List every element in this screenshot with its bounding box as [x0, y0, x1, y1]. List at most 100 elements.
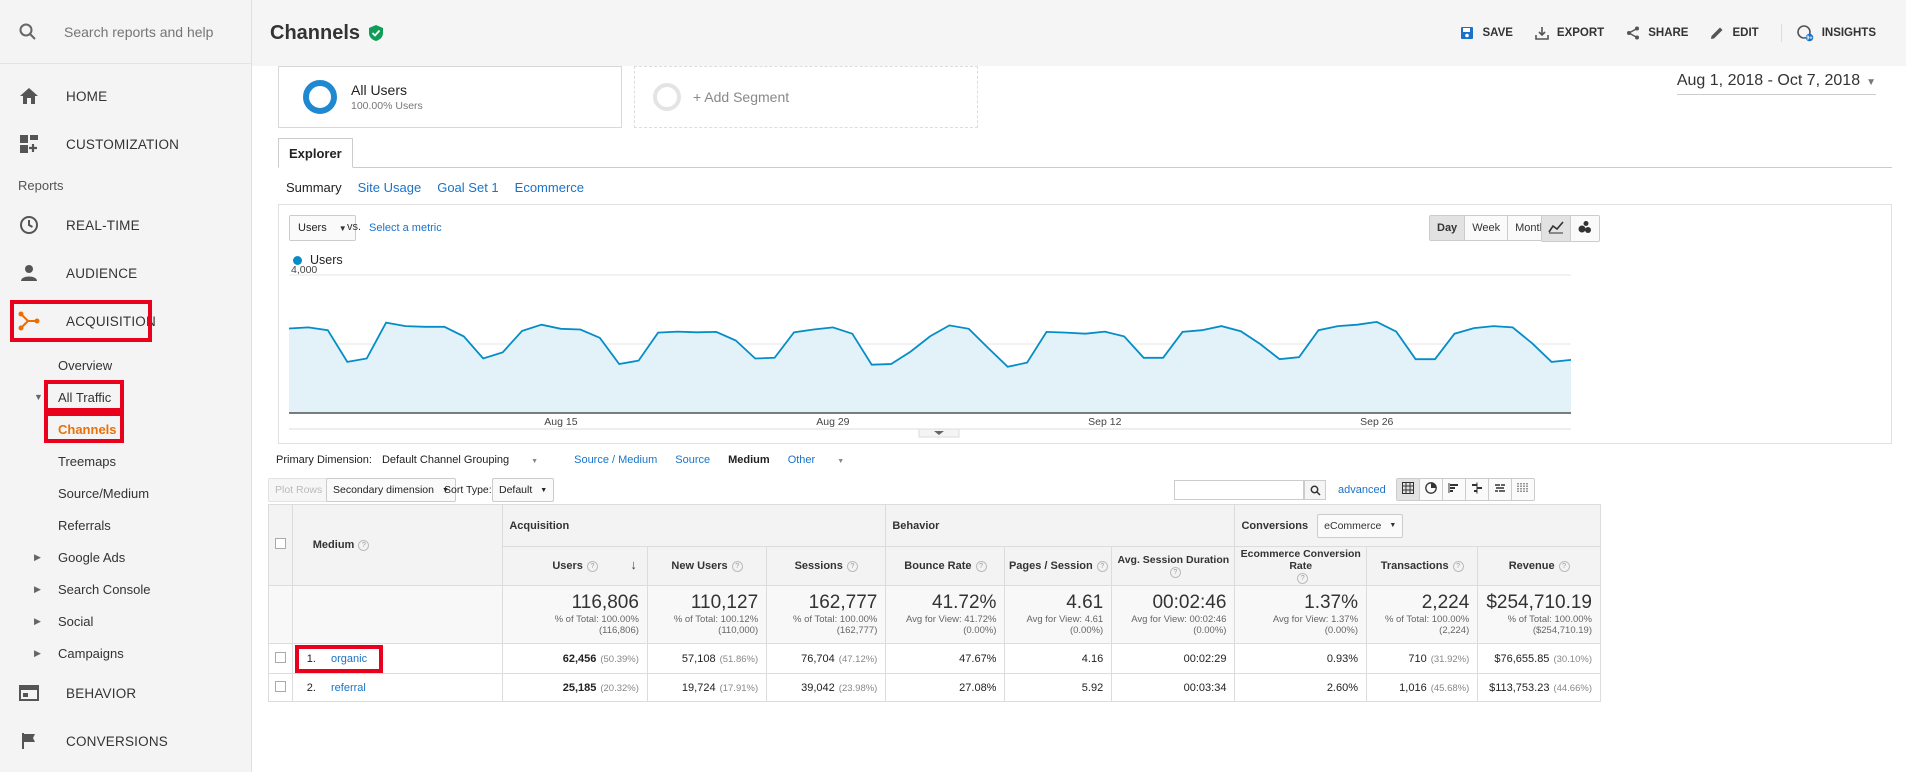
- subtab-goal-set-1[interactable]: Goal Set 1: [437, 180, 499, 195]
- help-icon[interactable]: ?: [586, 560, 598, 572]
- chevron-down-icon: ▼: [441, 486, 449, 494]
- nav-behavior[interactable]: BEHAVIOR: [0, 669, 251, 717]
- view-comparison-button[interactable]: [1465, 479, 1488, 500]
- row-medium-link[interactable]: referral: [331, 681, 366, 694]
- nav-acquisition[interactable]: ACQUISITION: [0, 297, 251, 345]
- nav-home[interactable]: HOME: [0, 72, 251, 120]
- help-icon[interactable]: ?: [1096, 560, 1108, 572]
- help-icon[interactable]: ?: [1558, 560, 1570, 572]
- week-button[interactable]: Week: [1464, 216, 1507, 240]
- table-row: 2. referral 25,185 (20.32%) 19,724 (17.91%…: [268, 673, 1601, 702]
- nav-all-traffic[interactable]: ▼ All Traffic: [0, 380, 251, 413]
- dim-medium[interactable]: Medium: [728, 454, 770, 466]
- col-revenue[interactable]: Revenue?: [1477, 546, 1601, 586]
- col-ecommerce-conversion-rate[interactable]: Ecommerce Conversion Rate?: [1234, 546, 1368, 586]
- date-range-picker[interactable]: Aug 1, 2018 - Oct 7, 2018 ▼: [1676, 72, 1876, 95]
- row-checkbox[interactable]: [274, 680, 286, 692]
- share-button[interactable]: SHARE: [1626, 26, 1688, 40]
- nav-channels[interactable]: Channels: [0, 412, 251, 445]
- search-input[interactable]: [62, 22, 232, 41]
- subtab-summary[interactable]: Summary: [286, 180, 342, 195]
- nav-referrals-label: Referrals: [58, 517, 111, 533]
- secondary-dimension-dropdown[interactable]: Secondary dimension ▼: [326, 478, 456, 502]
- row-checkbox[interactable]: [274, 651, 286, 663]
- metric-selector[interactable]: Users ▼: [289, 215, 356, 241]
- view-pivot-button[interactable]: [1511, 479, 1534, 500]
- insights-button[interactable]: 9+ INSIGHTS: [1780, 24, 1876, 42]
- row-avg-session-duration: 00:03:34: [1111, 673, 1236, 702]
- plot-rows-button[interactable]: Plot Rows: [268, 478, 330, 502]
- row-medium-link[interactable]: organic: [331, 652, 368, 665]
- select-metric-link[interactable]: Select a metric: [369, 222, 442, 234]
- save-button[interactable]: SAVE: [1460, 26, 1513, 40]
- col-bounce-rate[interactable]: Bounce Rate?: [885, 546, 1006, 586]
- subtab-site-usage[interactable]: Site Usage: [357, 180, 422, 195]
- table-search-button[interactable]: [1304, 480, 1326, 500]
- add-segment-button[interactable]: + Add Segment: [634, 66, 978, 128]
- row-pct: (17.91%): [719, 682, 759, 694]
- sort-type-dropdown[interactable]: Default ▼: [492, 478, 555, 502]
- tab-explorer[interactable]: Explorer: [278, 138, 353, 168]
- edit-button[interactable]: EDIT: [1710, 26, 1759, 40]
- col-avg-session-duration[interactable]: Avg. Session Duration?: [1111, 546, 1236, 586]
- dim-source-medium[interactable]: Source / Medium: [574, 454, 658, 466]
- nav-overview[interactable]: Overview: [0, 349, 251, 381]
- sidebar: HOME CUSTOMIZATION Reports REAL-TIME AUD…: [0, 0, 252, 772]
- share-label: SHARE: [1648, 27, 1689, 39]
- advanced-filter-link[interactable]: advanced: [1338, 484, 1386, 496]
- nav-source-medium[interactable]: Source/Medium: [0, 477, 251, 509]
- motion-chart-button[interactable]: [1570, 216, 1599, 241]
- select-all-checkbox[interactable]: [274, 538, 286, 549]
- segment-all-users[interactable]: All Users 100.00% Users: [278, 66, 622, 128]
- nav-campaigns[interactable]: ▶ Campaigns: [0, 637, 251, 669]
- view-performance-button[interactable]: [1442, 479, 1465, 500]
- nav-treemaps[interactable]: Treemaps: [0, 445, 251, 477]
- dim-source[interactable]: Source: [675, 454, 711, 466]
- bar-list-icon: [1448, 483, 1458, 493]
- metric-selector-value: Users: [298, 222, 327, 234]
- nav-conversions[interactable]: CONVERSIONS: [0, 717, 251, 765]
- help-icon[interactable]: ?: [846, 560, 858, 572]
- export-button[interactable]: EXPORT: [1535, 26, 1604, 40]
- help-icon[interactable]: ?: [1452, 560, 1464, 572]
- dim-default-channel-grouping[interactable]: Default Channel Grouping ▼: [382, 454, 556, 466]
- medium-header[interactable]: Medium?: [291, 504, 504, 586]
- nav-customization[interactable]: CUSTOMIZATION: [0, 120, 251, 168]
- subtab-ecommerce[interactable]: Ecommerce: [514, 180, 585, 195]
- row-bounce-rate: 27.08%: [885, 673, 1006, 702]
- table-filter-input[interactable]: [1174, 480, 1304, 500]
- chevron-down-icon: ▼: [837, 458, 845, 465]
- day-button[interactable]: Day: [1430, 216, 1465, 240]
- conversion-type-dropdown[interactable]: eCommerce ▼: [1317, 513, 1404, 538]
- help-icon[interactable]: ?: [731, 560, 743, 572]
- col-transactions[interactable]: Transactions?: [1366, 546, 1479, 586]
- help-icon[interactable]: ?: [1169, 566, 1181, 578]
- view-data-button[interactable]: [1397, 479, 1419, 500]
- nav-search-console[interactable]: ▶ Search Console: [0, 573, 251, 605]
- total-sub: Avg for View: 00:02:46: [1131, 614, 1227, 625]
- col-users[interactable]: Users? ↓: [502, 546, 648, 586]
- row-value: 25,185: [562, 681, 597, 694]
- col-pages-session[interactable]: Pages / Session?: [1004, 546, 1113, 586]
- help-icon[interactable]: ?: [975, 560, 987, 572]
- nav-audience[interactable]: AUDIENCE: [0, 249, 251, 297]
- col-new-users[interactable]: New Users?: [646, 546, 768, 586]
- total-value: 162,777: [808, 592, 878, 613]
- row-new-users: 19,724 (17.91%): [646, 673, 768, 702]
- month-button[interactable]: Month: [1507, 216, 1553, 240]
- medium-header-label: Medium: [312, 539, 355, 551]
- sort-arrow-down-icon: ↓: [630, 557, 637, 572]
- help-icon[interactable]: ?: [1297, 572, 1309, 584]
- nav-google-ads[interactable]: ▶ Google Ads: [0, 541, 251, 573]
- col-sessions[interactable]: Sessions?: [766, 546, 887, 586]
- nav-referrals[interactable]: Referrals: [0, 509, 251, 541]
- sort-type-value: Default: [499, 484, 533, 496]
- total-sub: (0.00%): [1069, 625, 1104, 636]
- view-term-cloud-button[interactable]: [1488, 479, 1511, 500]
- help-icon[interactable]: ?: [358, 539, 370, 551]
- dim-other[interactable]: Other ▼: [788, 454, 862, 466]
- nav-realtime[interactable]: REAL-TIME: [0, 201, 251, 249]
- view-pie-button[interactable]: [1419, 479, 1442, 500]
- nav-social[interactable]: ▶ Social: [0, 605, 251, 637]
- line-chart-button[interactable]: [1542, 216, 1570, 241]
